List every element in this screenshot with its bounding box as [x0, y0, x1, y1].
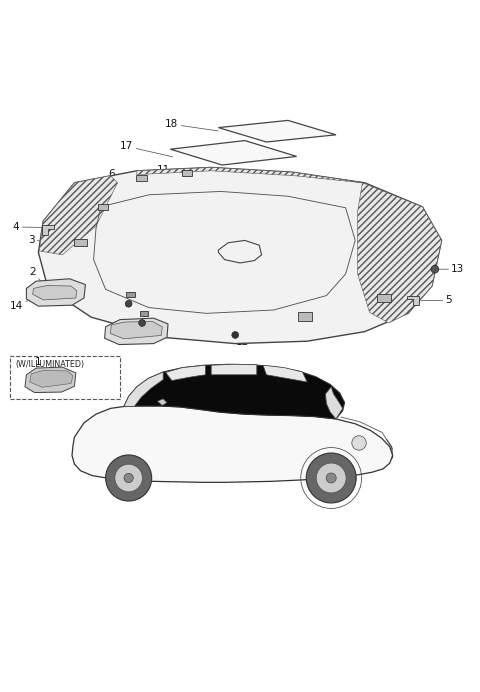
Polygon shape [170, 140, 297, 165]
Polygon shape [30, 370, 73, 388]
Text: 10: 10 [353, 289, 382, 299]
Polygon shape [33, 286, 77, 300]
Text: 14: 14 [10, 300, 30, 311]
Text: 15: 15 [150, 305, 179, 316]
Circle shape [326, 473, 336, 483]
Polygon shape [211, 364, 257, 375]
Polygon shape [358, 183, 442, 323]
Polygon shape [325, 387, 343, 419]
Polygon shape [407, 295, 419, 305]
Text: 1: 1 [139, 321, 171, 331]
Circle shape [115, 464, 143, 492]
Bar [136, 175, 147, 181]
Text: 4: 4 [12, 222, 42, 232]
Circle shape [431, 265, 439, 273]
Text: 12: 12 [236, 335, 250, 347]
Text: 3: 3 [28, 235, 78, 246]
Bar [182, 170, 192, 176]
Text: 6: 6 [108, 169, 139, 179]
Circle shape [125, 300, 132, 307]
Polygon shape [42, 225, 54, 235]
Text: 9: 9 [75, 199, 101, 210]
Circle shape [316, 463, 346, 493]
Circle shape [106, 455, 152, 501]
Bar [10, 356, 120, 399]
Circle shape [124, 473, 133, 482]
Polygon shape [72, 406, 393, 482]
Text: 5: 5 [421, 295, 452, 305]
Text: 8: 8 [306, 316, 313, 328]
Text: 18: 18 [165, 119, 218, 131]
Text: 16: 16 [134, 297, 166, 307]
Polygon shape [38, 167, 442, 344]
Circle shape [306, 453, 356, 503]
Polygon shape [25, 367, 76, 392]
Circle shape [139, 320, 145, 327]
Text: 1: 1 [35, 357, 42, 367]
Polygon shape [137, 167, 365, 183]
Bar [126, 291, 135, 297]
Bar [298, 312, 312, 320]
Text: 2: 2 [29, 266, 41, 281]
Text: 17: 17 [120, 141, 173, 157]
Text: 13: 13 [437, 264, 465, 274]
Polygon shape [39, 176, 118, 255]
Polygon shape [218, 120, 336, 142]
Polygon shape [110, 322, 162, 339]
Polygon shape [26, 279, 85, 306]
Text: 16: 16 [148, 316, 179, 326]
Bar [140, 311, 148, 316]
Bar [377, 293, 391, 302]
Text: (W/ILLUMINATED): (W/ILLUMINATED) [15, 361, 84, 370]
Polygon shape [124, 372, 163, 406]
Bar [98, 203, 108, 210]
Text: 11: 11 [157, 165, 185, 175]
Polygon shape [105, 318, 168, 345]
Text: 7: 7 [245, 251, 273, 264]
Polygon shape [157, 399, 167, 406]
Circle shape [352, 436, 366, 450]
Bar [74, 239, 87, 246]
Polygon shape [166, 365, 205, 381]
Polygon shape [263, 365, 307, 382]
Circle shape [232, 331, 239, 338]
Text: 15: 15 [136, 286, 166, 296]
Polygon shape [124, 364, 345, 419]
